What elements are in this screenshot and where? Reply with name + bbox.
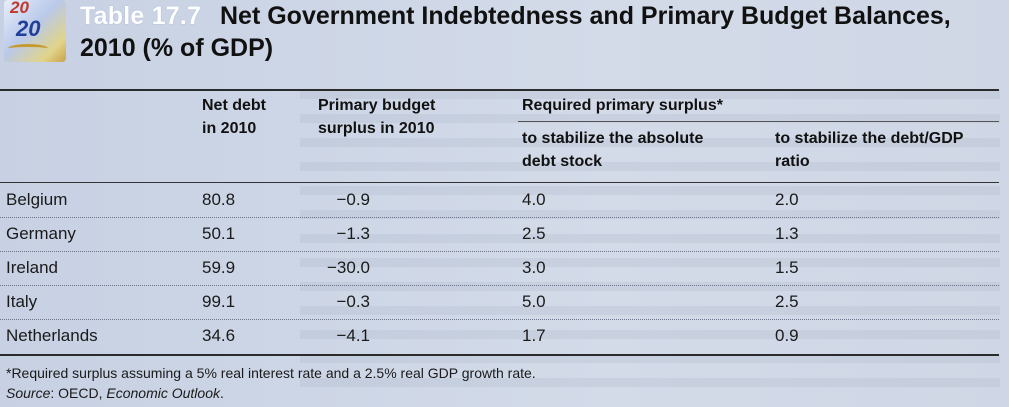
source-title: Economic Outlook [106, 385, 220, 401]
table-row: Belgium 80.8 −0.9 4.0 2.0 [0, 183, 999, 218]
abs-stabilize-cell: 4.0 [522, 190, 546, 209]
col-header-net-debt-2: in 2010 [202, 120, 257, 137]
footnote-required-surplus: *Required surplus assuming a 5% real int… [6, 365, 536, 381]
source-label: Source [6, 385, 51, 401]
col-header-ratio-2: ratio [775, 153, 810, 170]
abs-stabilize-cell: 1.7 [522, 326, 546, 345]
country-cell: Ireland [6, 258, 58, 277]
abs-stabilize-cell: 3.0 [522, 258, 546, 277]
col-header-abs-2: debt stock [522, 153, 603, 170]
net-debt-cell: 50.1 [202, 224, 236, 243]
table-header: 20 20 Table 17.7 Net Government Indebted… [0, 0, 1009, 78]
table-row: Germany 50.1 −1.3 2.5 1.3 [0, 217, 999, 252]
net-debt-cell: 34.6 [202, 326, 236, 345]
table-bottom-rule [0, 354, 999, 356]
col-header-primary-1: Primary budget [318, 97, 436, 114]
abs-stabilize-cell: 2.5 [522, 224, 546, 243]
table-title-line1: Net Government Indebtedness and Primary … [220, 2, 951, 30]
net-debt-cell: 99.1 [202, 292, 236, 311]
ratio-stabilize-cell: 1.3 [775, 224, 799, 243]
country-cell: Germany [6, 224, 76, 243]
source-separator: : OECD, [50, 385, 107, 401]
primary-surplus-cell: −0.3 [336, 292, 370, 311]
col-header-abs-1: to stabilize the absolute [522, 130, 704, 147]
primary-surplus-cell: −0.9 [336, 190, 370, 209]
source-end: . [219, 385, 224, 401]
col-header-net-debt-1: Net debt [202, 97, 266, 114]
table-title-line2: 2010 (% of GDP) [80, 34, 274, 62]
primary-surplus-cell: −4.1 [336, 326, 370, 345]
header-bottom-rule [0, 182, 999, 183]
col-header-ratio-1: to stabilize the debt/GDP [775, 130, 964, 147]
net-debt-cell: 59.9 [202, 258, 236, 277]
col-header-required-group: Required primary surplus* [522, 97, 723, 114]
net-debt-cell: 80.8 [202, 190, 236, 209]
group-sub-rule [518, 121, 999, 122]
ratio-stabilize-cell: 1.5 [775, 258, 799, 277]
abs-stabilize-cell: 5.0 [522, 292, 546, 311]
country-cell: Belgium [6, 190, 68, 209]
country-cell: Netherlands [6, 326, 98, 345]
table-row: Italy 99.1 −0.3 5.0 2.5 [0, 285, 999, 320]
ratio-stabilize-cell: 2.5 [775, 292, 799, 311]
table-row: Netherlands 34.6 −4.1 1.7 0.9 [0, 319, 999, 353]
col-header-primary-2: surplus in 2010 [318, 120, 435, 137]
footnote-source: Source: OECD, Economic Outlook. [6, 384, 224, 402]
primary-surplus-cell: −1.3 [336, 224, 370, 243]
ratio-stabilize-cell: 2.0 [775, 190, 799, 209]
euro-20-banknote-icon: 20 20 [4, 0, 66, 62]
table-top-rule [0, 89, 999, 91]
primary-surplus-cell: −30.0 [326, 258, 370, 277]
table-row: Ireland 59.9 −30.0 3.0 1.5 [0, 251, 999, 286]
country-cell: Italy [6, 292, 38, 311]
ratio-stabilize-cell: 0.9 [775, 326, 799, 345]
table-number: Table 17.7 [80, 2, 202, 30]
